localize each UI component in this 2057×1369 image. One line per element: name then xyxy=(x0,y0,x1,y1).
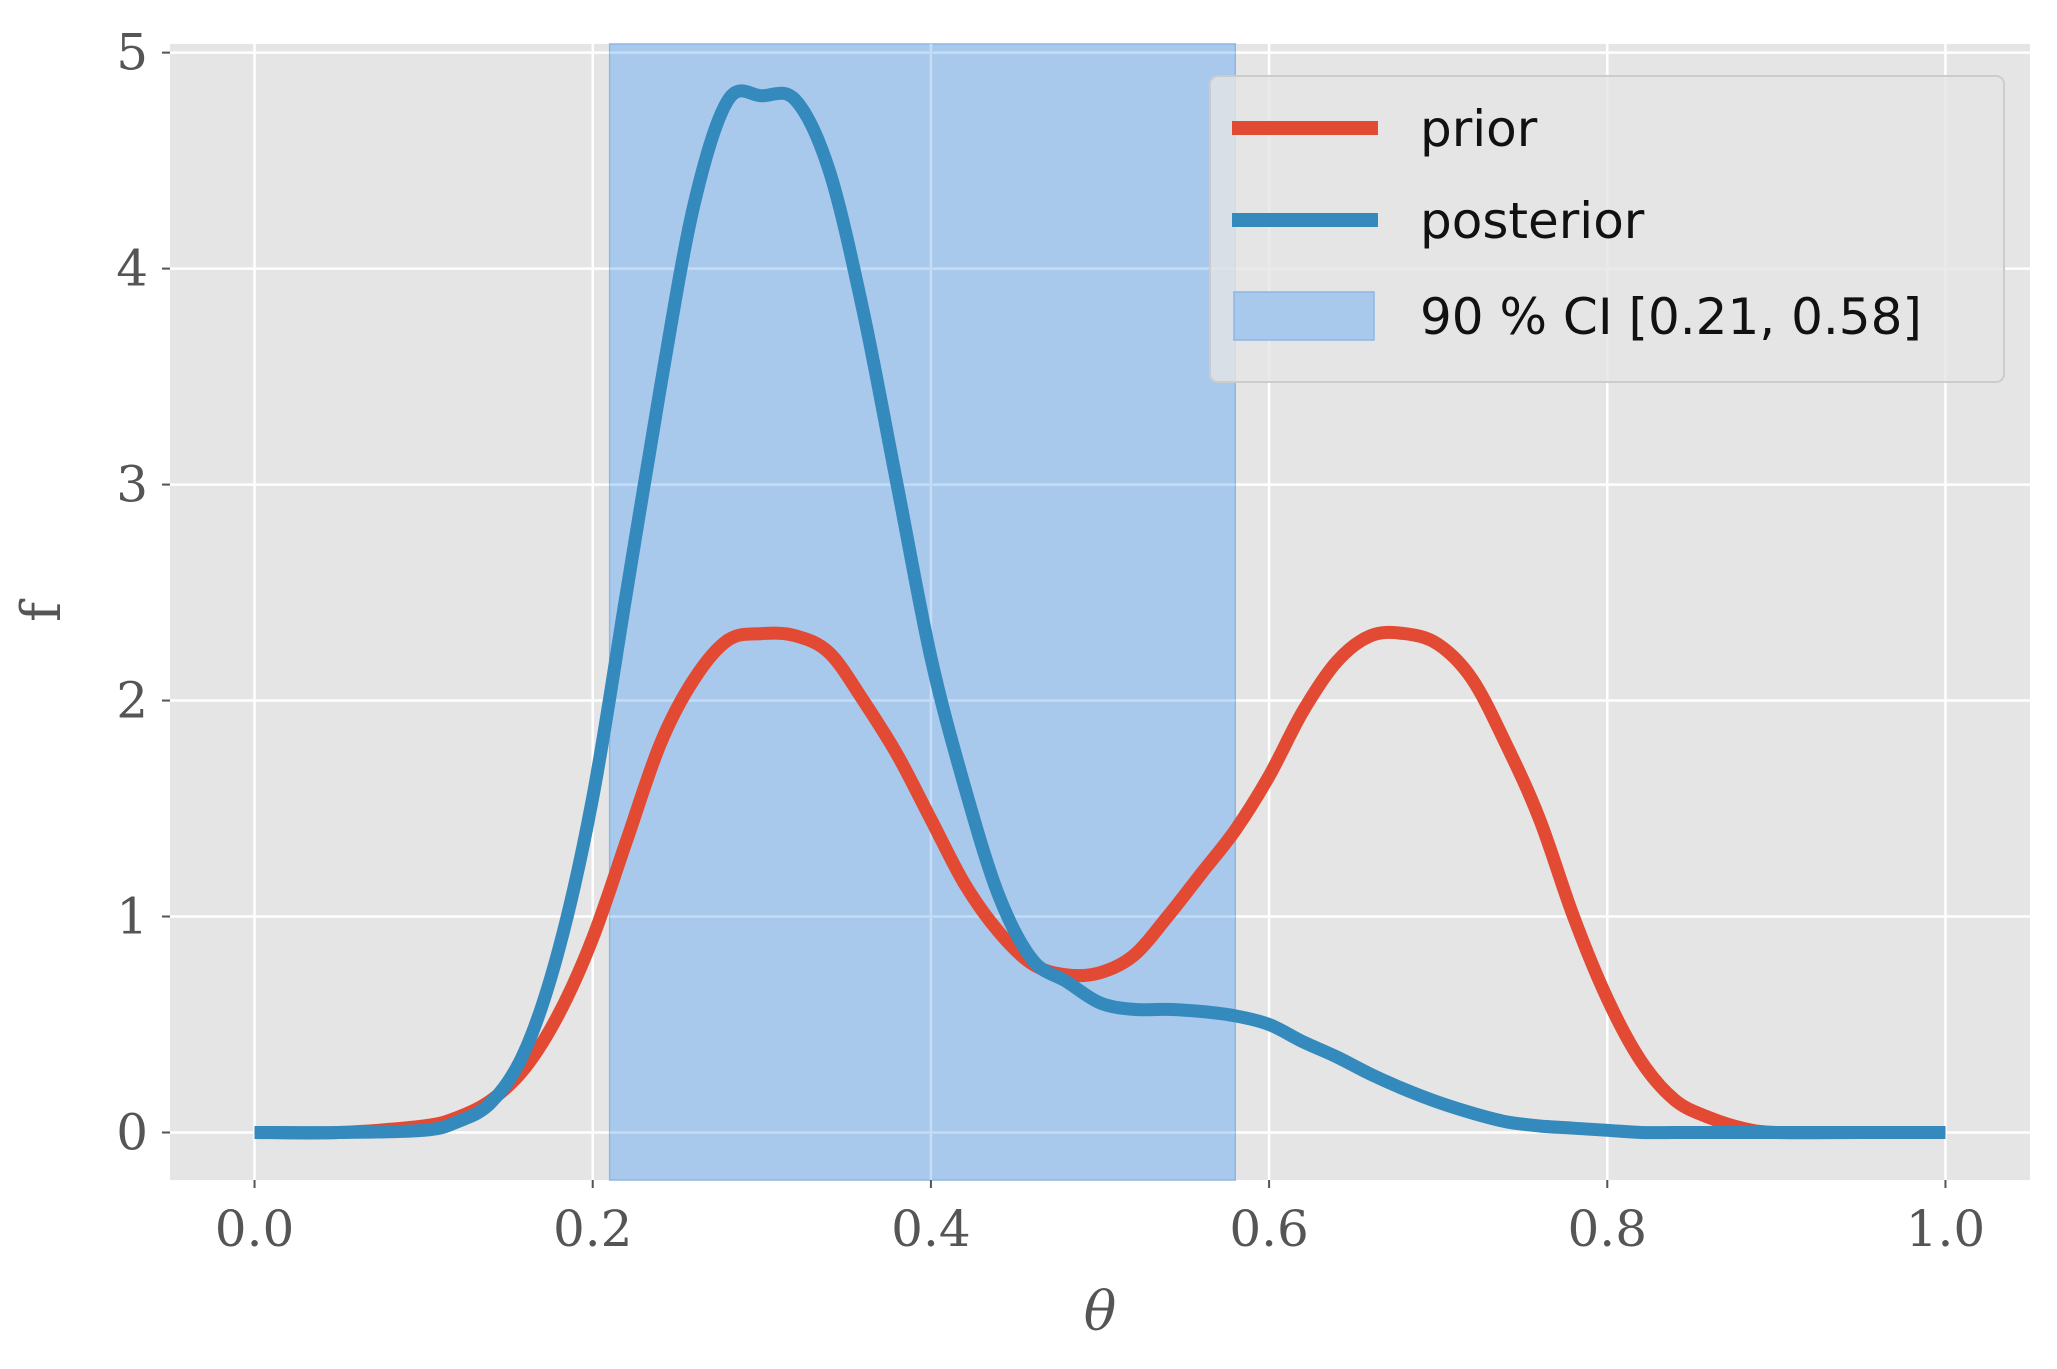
x-tick-label-4: 0.8 xyxy=(1568,1200,1648,1258)
legend: prior posterior 90 % CI [0.21, 0.58] xyxy=(1209,75,2005,383)
series-lines xyxy=(254,84,1946,1140)
x-tick-label-2: 0.4 xyxy=(891,1200,971,1258)
ci-band-grid xyxy=(609,44,1236,1180)
legend-label-posterior: posterior xyxy=(1420,192,1645,250)
y-tick-label-3: 3 xyxy=(116,456,148,514)
legend-label-ci: 90 % CI [0.21, 0.58] xyxy=(1420,288,1922,346)
y-tick-label-2: 2 xyxy=(116,672,148,730)
legend-label-prior: prior xyxy=(1420,100,1538,158)
x-tick-label-0: 0.0 xyxy=(215,1200,295,1258)
x-tick-label-3: 0.6 xyxy=(1229,1200,1309,1258)
y-tick-label-5: 5 xyxy=(116,24,148,82)
x-tick-label-1: 0.2 xyxy=(553,1200,633,1258)
y-tick-label-4: 4 xyxy=(116,240,148,298)
y-tick-label-1: 1 xyxy=(116,888,148,946)
y-tick-label-0: 0 xyxy=(116,1103,148,1161)
x-axis-label: θ xyxy=(1084,1280,1117,1343)
y-axis-ticks: 0 1 2 3 4 5 xyxy=(116,24,170,1161)
legend-swatch-ci xyxy=(1233,291,1375,341)
series-line-prior xyxy=(254,625,1946,1140)
legend-box xyxy=(1209,75,2005,383)
x-tick-label-5: 1.0 xyxy=(1906,1200,1986,1258)
series-line-posterior xyxy=(254,84,1946,1140)
y-axis-label: f xyxy=(10,598,73,622)
x-axis-ticks: 0.0 0.2 0.4 0.6 0.8 1.0 xyxy=(215,1180,1985,1258)
